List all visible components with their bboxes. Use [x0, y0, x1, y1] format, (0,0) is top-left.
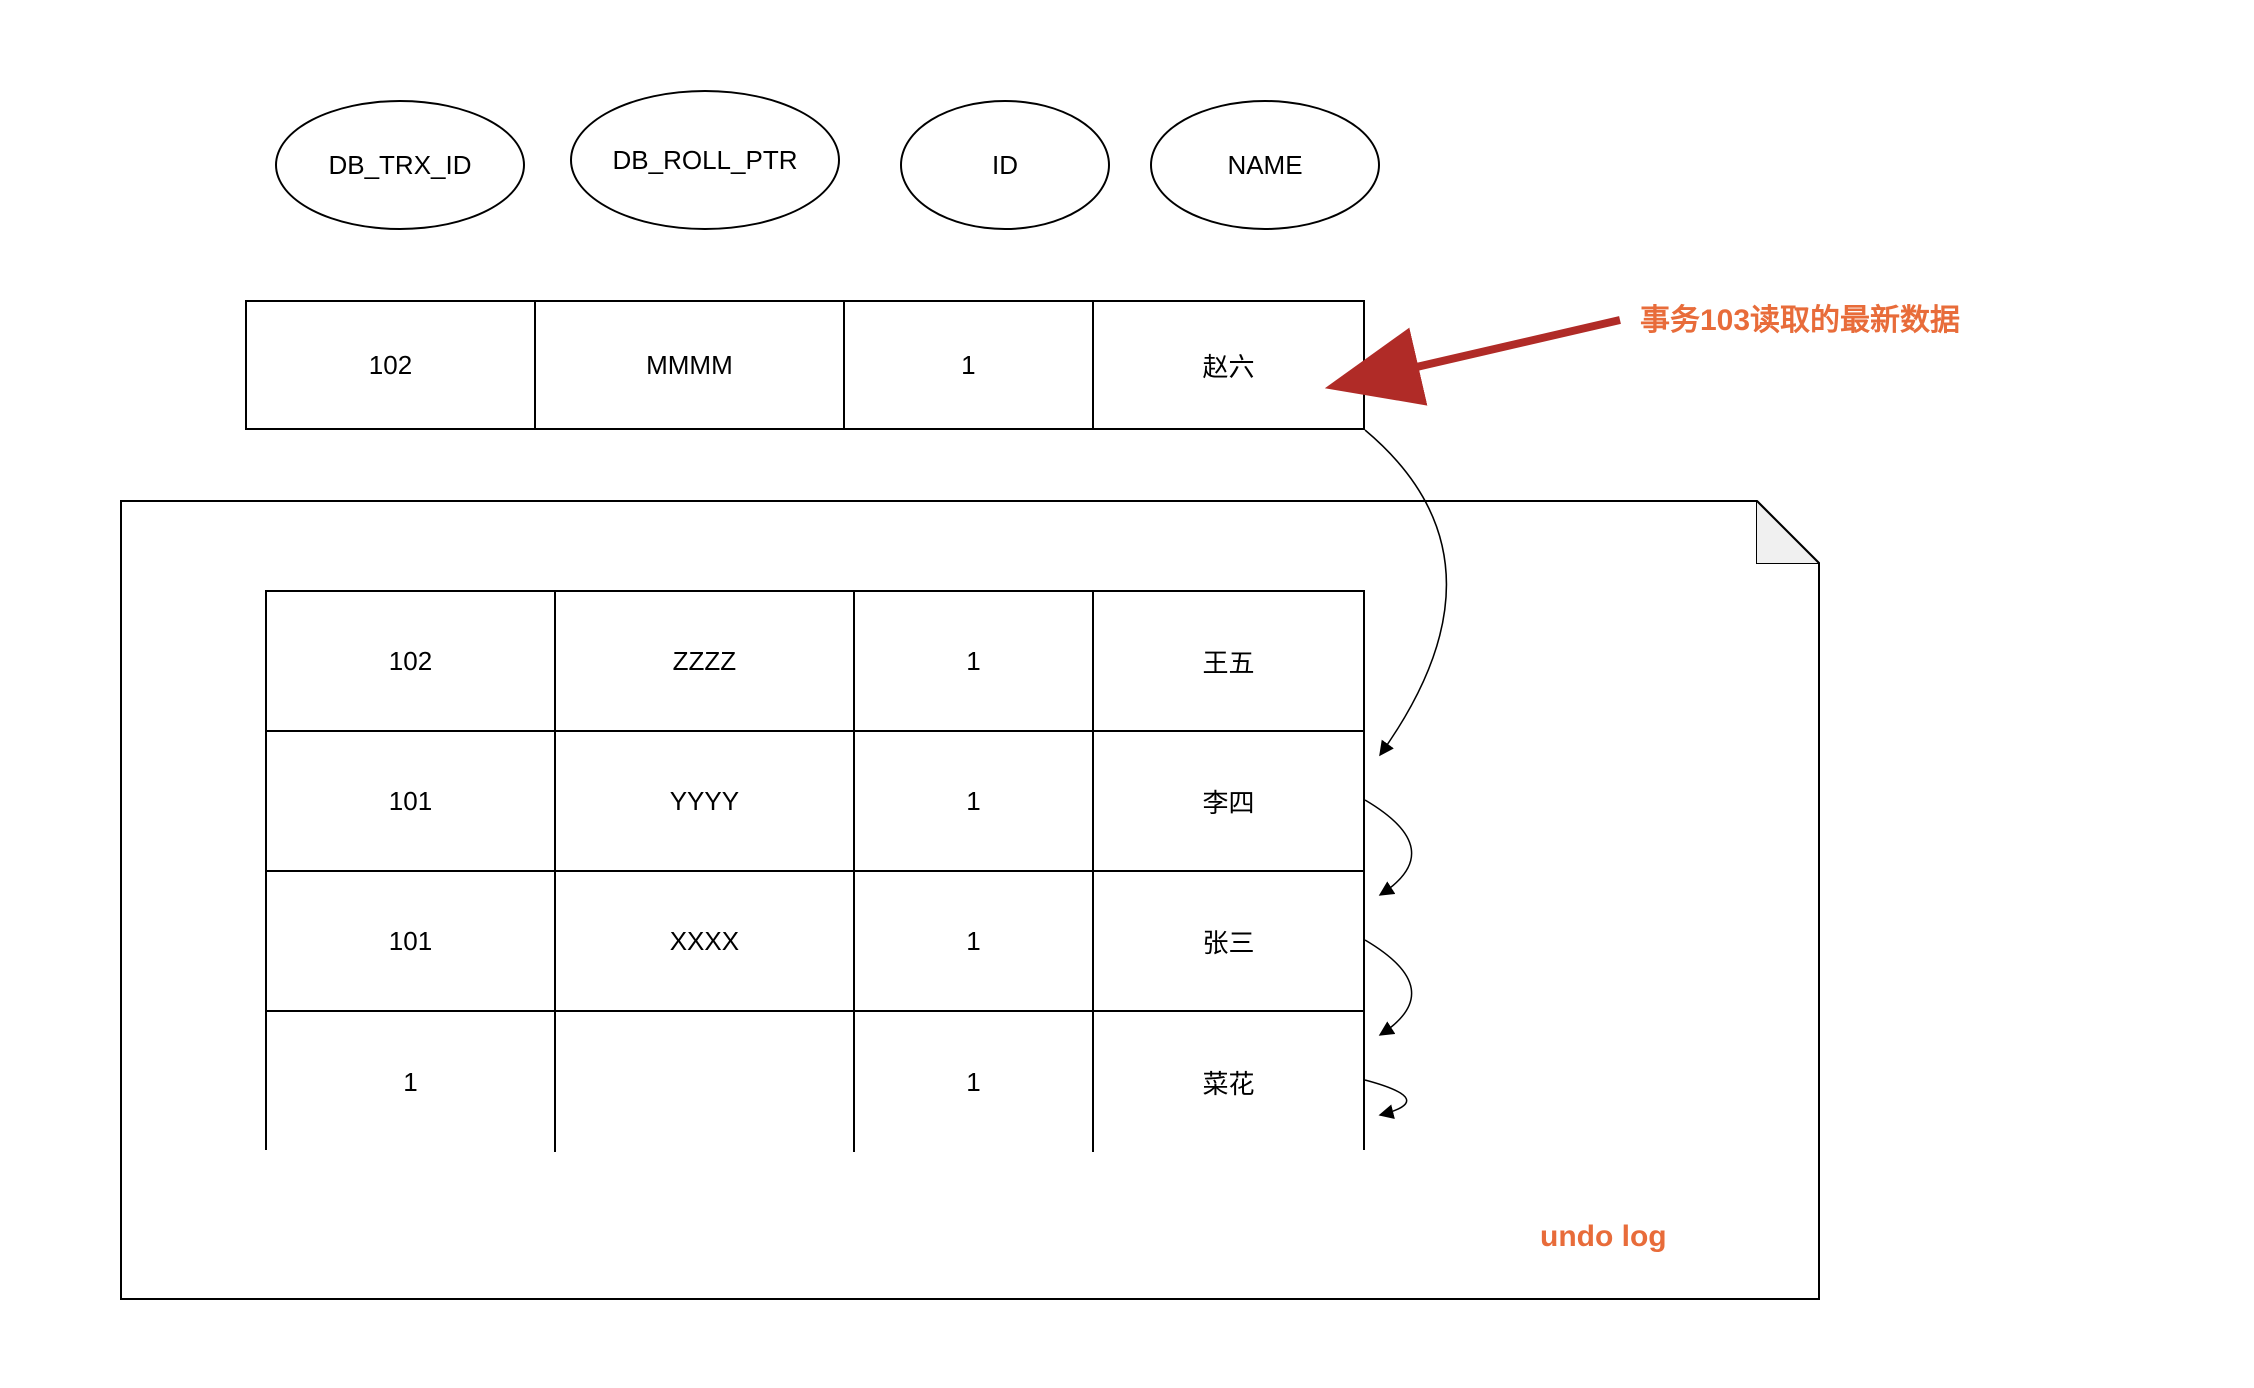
- undo-row: 101 YYYY 1 李四: [267, 732, 1363, 872]
- undo-cell: YYYY: [556, 732, 855, 870]
- header-label: ID: [992, 150, 1018, 181]
- current-cell-trxid: 102: [247, 302, 536, 428]
- undo-cell: 张三: [1094, 872, 1363, 1010]
- undo-cell: 王五: [1094, 592, 1363, 730]
- undo-cell: 102: [267, 592, 556, 730]
- header-label: NAME: [1227, 150, 1302, 181]
- undo-row: 1 1 菜花: [267, 1012, 1363, 1152]
- annotation-latest-data: 事务103读取的最新数据: [1640, 295, 1960, 339]
- header-ellipse-id: ID: [900, 100, 1110, 230]
- header-label: DB_TRX_ID: [328, 150, 471, 181]
- undo-log-label: undo log: [1540, 1220, 1667, 1254]
- current-cell-name: 赵六: [1094, 302, 1363, 428]
- header-ellipse-name: NAME: [1150, 100, 1380, 230]
- undo-cell: 1: [855, 732, 1094, 870]
- undo-row: 101 XXXX 1 张三: [267, 872, 1363, 1012]
- undo-cell: 101: [267, 872, 556, 1010]
- undo-cell: 1: [855, 1012, 1094, 1152]
- undo-log-fold-icon: [1756, 500, 1820, 564]
- undo-cell: [556, 1012, 855, 1152]
- header-ellipse-rollptr: DB_ROLL_PTR: [570, 90, 840, 230]
- undo-cell: 1: [855, 592, 1094, 730]
- header-label: DB_ROLL_PTR: [613, 145, 798, 176]
- header-ellipse-trxid: DB_TRX_ID: [275, 100, 525, 230]
- undo-cell: 1: [267, 1012, 556, 1152]
- current-row: 102 MMMM 1 赵六: [245, 300, 1365, 430]
- undo-cell: 李四: [1094, 732, 1363, 870]
- undo-cell: 1: [855, 872, 1094, 1010]
- undo-log-table: 102 ZZZZ 1 王五 101 YYYY 1 李四 101 XXXX 1 张…: [265, 590, 1365, 1150]
- undo-cell: XXXX: [556, 872, 855, 1010]
- undo-cell: 101: [267, 732, 556, 870]
- undo-cell: ZZZZ: [556, 592, 855, 730]
- current-cell-rollptr: MMMM: [536, 302, 845, 428]
- red-arrow: [1395, 320, 1620, 372]
- current-cell-id: 1: [845, 302, 1094, 428]
- undo-cell: 菜花: [1094, 1012, 1363, 1152]
- undo-row: 102 ZZZZ 1 王五: [267, 592, 1363, 732]
